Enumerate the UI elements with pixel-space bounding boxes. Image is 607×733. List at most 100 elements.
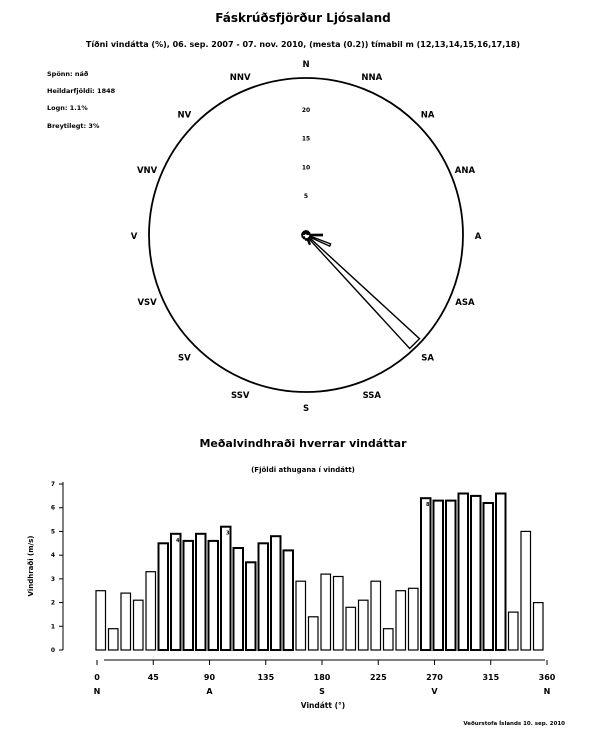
- bar: [282, 549, 294, 652]
- bar: [407, 587, 419, 651]
- y-tick-label: 5: [51, 528, 55, 535]
- bar: [307, 616, 319, 651]
- radial-tick-label: 10: [302, 164, 310, 171]
- bar: [370, 580, 382, 651]
- bar: [207, 539, 219, 652]
- direction-label-ssa: SSA: [363, 391, 382, 401]
- bar-count-label: 4: [176, 538, 180, 544]
- bar: [170, 532, 182, 651]
- x-tick-label: 90: [204, 673, 216, 682]
- info-line-4: Breytilegt: 3%: [47, 122, 100, 130]
- direction-label-sa: SA: [421, 354, 434, 364]
- bar: [182, 539, 194, 652]
- bar: [420, 497, 432, 652]
- polar-wedge-asa: [308, 235, 332, 248]
- bar: [382, 628, 394, 651]
- direction-label-asa: ASA: [455, 298, 475, 308]
- bar: [257, 542, 269, 651]
- bar: [195, 532, 207, 651]
- y-tick-label: 3: [51, 576, 55, 583]
- direction-label-ana: ANA: [455, 166, 476, 176]
- compass-tick-label: S: [319, 687, 325, 696]
- x-tick-label: 270: [426, 673, 443, 682]
- bar-ylabel: Vindhraði (m/s): [27, 536, 35, 597]
- radial-tick-label: 20: [302, 107, 310, 114]
- polar-wedge-v: [301, 233, 304, 237]
- polar-wedge-nv: [301, 230, 306, 235]
- bar: [232, 547, 244, 651]
- polar-wedge-na: [305, 230, 311, 236]
- compass-tick-label: N: [544, 687, 551, 696]
- direction-label-vnv: VNV: [137, 166, 158, 176]
- x-tick-label: 180: [314, 673, 331, 682]
- bar: [320, 573, 332, 651]
- radial-tick-label: 5: [304, 193, 308, 200]
- bar-subtitle: (Fjöldi athugana í vindátt): [251, 466, 355, 474]
- bar: [270, 535, 282, 652]
- polar-wedge-ssa: [306, 237, 312, 246]
- y-tick-label: 6: [51, 505, 55, 512]
- direction-label-a: A: [475, 232, 482, 242]
- bar: [95, 590, 107, 651]
- bar: [457, 492, 469, 651]
- x-tick-label: 360: [539, 673, 556, 682]
- polar-wedge-sa: [307, 236, 421, 350]
- direction-label-sv: SV: [178, 354, 191, 364]
- polar-title: Fáskrúðsfjörður Ljósaland: [215, 11, 391, 25]
- bar: [220, 525, 232, 652]
- bar: [120, 592, 132, 651]
- direction-label-nna: NNA: [361, 73, 382, 83]
- direction-label-n: N: [302, 60, 309, 70]
- bar: [345, 606, 357, 651]
- bar: [357, 599, 369, 651]
- direction-label-vsv: VSV: [137, 298, 157, 308]
- bar: [482, 502, 494, 651]
- y-tick-label: 1: [51, 623, 55, 630]
- polar-wedge-sv: [301, 235, 306, 240]
- direction-label-s: S: [303, 404, 309, 414]
- bar: [470, 494, 482, 651]
- x-tick-label: 135: [257, 673, 274, 682]
- compass-tick-label: A: [206, 687, 213, 696]
- bar: [132, 599, 144, 651]
- bar-count-label: 3: [226, 531, 230, 537]
- compass-tick-label: V: [431, 687, 438, 696]
- bar: [395, 590, 407, 651]
- info-line-3: Logn: 1.1%: [47, 104, 88, 112]
- bar: [157, 542, 169, 651]
- bar: [145, 571, 157, 651]
- direction-label-ssv: SSV: [231, 391, 250, 401]
- bar-count-label: 8: [426, 502, 430, 508]
- y-tick-label: 4: [51, 552, 55, 559]
- info-line-2: Heildarfjöldi: 1848: [47, 87, 116, 95]
- direction-label-nv: NV: [178, 110, 192, 120]
- direction-label-na: NA: [421, 110, 435, 120]
- polar-wedge-nnv: [302, 230, 306, 234]
- bar: [532, 601, 544, 651]
- bar: [495, 492, 507, 651]
- y-tick-label: 0: [51, 647, 55, 654]
- bar: [507, 611, 519, 651]
- bar: [245, 561, 257, 651]
- polar-wedge-ssv: [302, 237, 306, 240]
- info-line-1: Spönn: náð: [47, 70, 89, 78]
- direction-label-v: V: [131, 232, 138, 242]
- polar-outer-circle: [148, 77, 464, 393]
- bar: [432, 499, 444, 651]
- x-tick-label: 225: [370, 673, 387, 682]
- direction-label-nnv: NNV: [230, 73, 251, 83]
- bar-title: Meðalvindhraði hverrar vindáttar: [199, 437, 407, 450]
- compass-tick-label: N: [94, 687, 101, 696]
- x-tick-label: 0: [94, 673, 100, 682]
- polar-wedge-a: [309, 233, 323, 237]
- radial-tick-label: 15: [302, 136, 310, 143]
- y-tick-label: 7: [51, 481, 55, 488]
- bar: [332, 575, 344, 651]
- y-tick-label: 2: [51, 600, 55, 607]
- bar: [445, 499, 457, 651]
- bar: [295, 580, 307, 651]
- bar: [520, 530, 532, 651]
- bar-footnote: Veðurstofa Íslands 10. sep. 2010: [463, 719, 565, 727]
- x-tick-label: 45: [148, 673, 160, 682]
